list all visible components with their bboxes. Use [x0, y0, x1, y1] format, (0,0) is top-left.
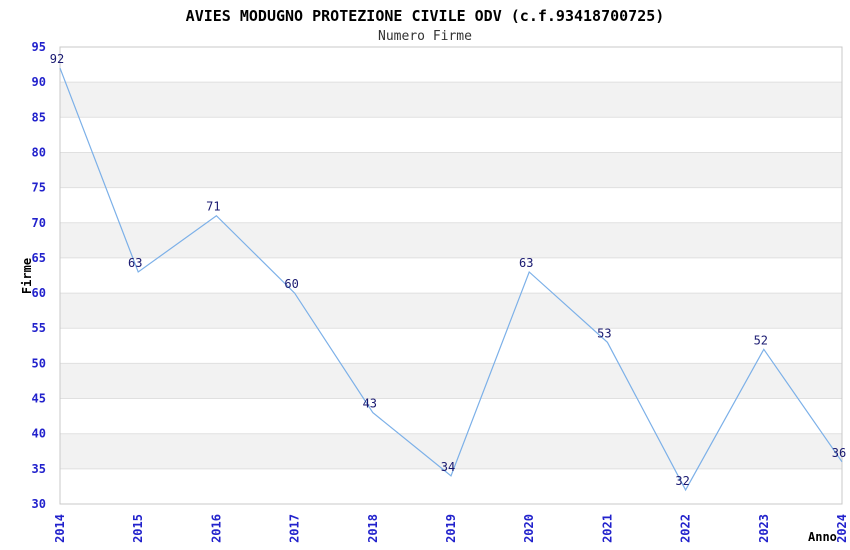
chart-title: AVIES MODUGNO PROTEZIONE CIVILE ODV (c.f… [185, 7, 665, 25]
plot-band [60, 82, 842, 118]
plot-band [60, 363, 842, 399]
y-tick-label: 60 [32, 286, 46, 300]
y-tick-label: 65 [32, 251, 46, 265]
x-tick-label: 2020 [522, 514, 536, 543]
y-tick-label: 75 [32, 181, 46, 195]
data-label: 63 [519, 256, 533, 270]
y-tick-label: 45 [32, 392, 46, 406]
y-axis-title: Firme [20, 257, 34, 295]
plot-border [59, 46, 843, 505]
y-tick-label: 55 [32, 321, 46, 335]
y-tick-label: 90 [32, 75, 46, 89]
data-label: 36 [832, 446, 846, 460]
y-tick-label: 70 [32, 216, 46, 230]
data-label: 52 [754, 333, 768, 347]
x-tick-label: 2015 [131, 514, 145, 543]
plot-band [60, 293, 842, 329]
y-tick-label: 30 [32, 497, 46, 511]
x-tick-label: 2021 [600, 514, 614, 543]
plot-band [60, 433, 842, 469]
series-line [59, 67, 843, 492]
y-tick-label: 85 [32, 110, 46, 124]
plot-band [60, 222, 842, 258]
x-tick-label: 2023 [757, 514, 771, 543]
x-tick-label: 2019 [444, 514, 458, 543]
x-tick-label: 2024 [835, 514, 849, 543]
x-tick-label: 2014 [53, 514, 67, 543]
data-label: 63 [128, 256, 142, 270]
data-label: 43 [363, 397, 377, 411]
data-label: 34 [441, 460, 455, 474]
data-label: 60 [284, 277, 298, 291]
y-tick-label: 35 [32, 462, 46, 476]
x-tick-label: 2018 [366, 514, 380, 543]
y-tick-label: 80 [32, 145, 46, 159]
y-tick-label: 40 [32, 427, 46, 441]
x-tick-label: 2022 [679, 514, 693, 543]
data-label: 53 [597, 326, 611, 340]
data-label: 92 [50, 52, 64, 66]
y-tick-label: 50 [32, 356, 46, 370]
x-tick-label: 2016 [209, 514, 223, 543]
y-tick-label: 95 [32, 40, 46, 54]
x-axis-title: Anno [808, 530, 837, 544]
data-label: 32 [675, 474, 689, 488]
chart-subtitle: Numero Firme [378, 29, 472, 44]
x-tick-label: 2017 [288, 514, 302, 543]
plot-band [60, 152, 842, 188]
data-label: 71 [206, 200, 220, 214]
